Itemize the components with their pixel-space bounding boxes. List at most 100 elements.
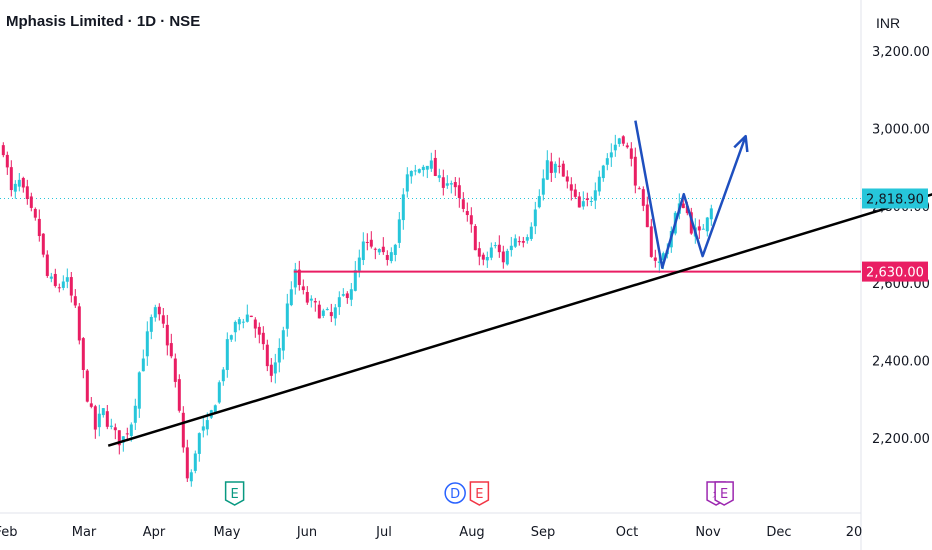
projection-polyline[interactable] [634,120,747,269]
trend-line-stroke[interactable] [107,186,932,447]
support-price-tag-bg [862,261,928,282]
candle-body [641,189,645,206]
candle-body [85,370,89,402]
candle-body [121,436,125,443]
candle-body [337,297,341,308]
candle-body [645,204,649,228]
candle-body [33,208,37,218]
candle-body [153,307,157,318]
candle-body [405,174,409,192]
candle-body [221,369,225,382]
y-tick-label: 3,000.00 [872,122,930,137]
candle-body [277,347,281,363]
candle-body [25,186,29,199]
candle-body [505,250,509,265]
candle-body [97,413,101,428]
candle-body [557,165,561,167]
candle-body [385,255,389,260]
candle-body [369,239,373,247]
candle-body [193,453,197,471]
event-marker-dividend[interactable]: D [444,482,466,504]
candle-body [261,332,265,345]
candle-body [497,244,501,253]
last-price-tag-bg [862,188,928,209]
candle-body [465,211,469,216]
candle-body [61,281,65,288]
event-label: E [475,487,483,502]
event-marker-split[interactable]: E [714,481,734,506]
candle-body [313,301,317,303]
candle-body [661,253,665,261]
candle-body [289,289,293,306]
candle-body [89,403,93,407]
candle-body [345,293,349,299]
trend-line[interactable] [107,186,932,447]
candle-body [149,316,153,332]
candle-body [125,433,129,435]
event-marker-earnings_alt[interactable]: E [469,481,490,506]
candle-body [709,208,713,220]
x-tick-label: Aug [459,525,484,540]
event-label: E [720,487,728,502]
candle-body [697,226,701,231]
candle-body [93,406,97,430]
candle-body [581,201,585,207]
x-tick-label: Dec [766,525,791,540]
candle-body [585,198,589,201]
candle-body [341,294,345,296]
candle-body [181,412,185,448]
candle-body [433,157,437,176]
candle-body [413,170,417,172]
candle-body [537,196,541,208]
candle-body [541,178,545,195]
candle-body [297,269,301,285]
candle-body [529,226,533,239]
projection-path[interactable] [634,120,749,269]
event-markers: EDE⚡E [224,481,734,506]
candle-body [273,362,277,374]
candle-body [101,408,105,416]
candle-body [701,228,705,230]
candle-body [653,257,657,261]
candle-body [329,312,333,317]
candle-body [621,136,625,144]
candle-body [605,158,609,165]
candle-body [49,276,53,279]
x-tick-label: Oct [616,525,638,540]
dividend-badge [444,482,466,504]
candle-body [321,310,325,316]
candle-body [393,244,397,255]
price-axis[interactable]: 3,200.003,000.002,800.002,600.002,400.00… [872,45,930,447]
candle-body [317,304,321,319]
x-tick-label: 20 [846,525,863,540]
y-tick-label: 3,200.00 [872,45,930,60]
x-tick-label: Feb [0,525,18,540]
candle-body [629,148,633,159]
candle-body [437,175,441,178]
candle-body [293,269,297,288]
candle-body [9,167,13,191]
candle-body [133,405,137,423]
projection-arrow-head [733,134,749,153]
candle-body [485,257,489,261]
candle-body [417,169,421,173]
candle-body [309,298,313,301]
x-tick-label: Jul [375,525,392,540]
candle-body [357,257,361,271]
candle-body [457,185,461,198]
candle-body [613,144,617,151]
time-axis[interactable]: Feb Mar Apr May Jun Jul Aug Sep Oct Nov Dec 20 [0,525,862,540]
event-marker-earnings[interactable]: E [224,481,245,506]
candle-body [517,241,521,243]
candle-body [425,165,429,170]
candle-body [145,331,149,357]
candle-body [129,424,133,436]
candle-body [569,184,573,191]
y-tick-label: 2,400.00 [872,355,930,370]
candle-body [633,156,637,186]
candle-body [113,427,117,431]
candle-body [301,286,305,291]
candle-body [473,226,477,251]
